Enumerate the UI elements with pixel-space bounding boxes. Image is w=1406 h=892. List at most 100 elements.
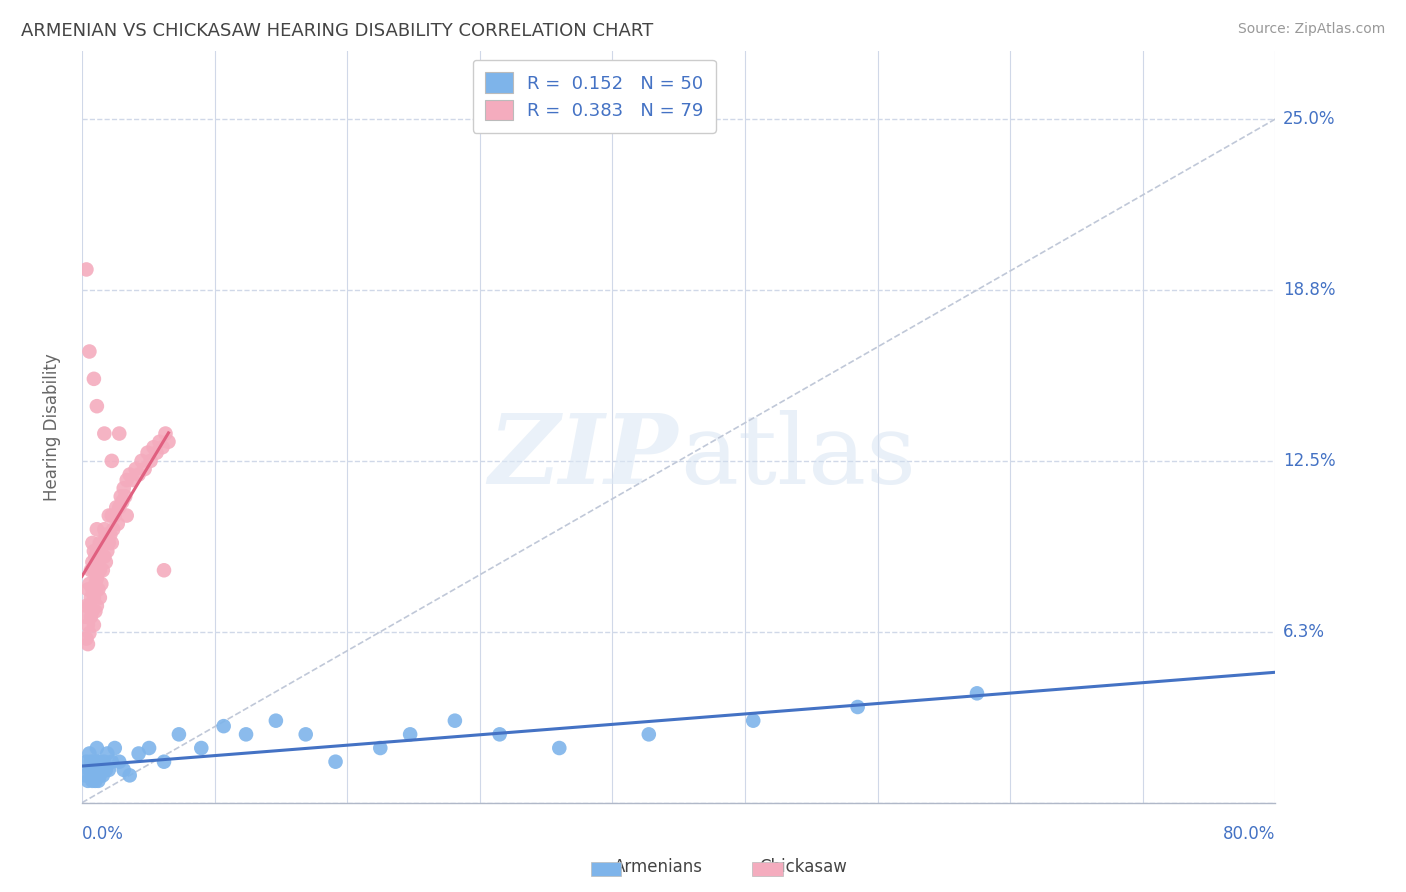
Point [104,508,127,523]
Point [83,755,105,769]
Point [108,426,131,441]
Point [846,700,869,714]
Point [101,508,124,523]
Text: 0.0%: 0.0% [82,825,124,843]
Point [75,755,97,769]
Point [90,549,112,564]
Point [112,481,135,495]
Point [93,755,115,769]
Point [145,445,167,459]
Point [77,618,100,632]
Text: Chickasaw: Chickasaw [759,858,846,876]
Text: 25.0%: 25.0% [1282,110,1336,128]
Point [108,755,131,769]
Point [152,440,174,454]
Point [115,508,138,523]
Text: Armenians: Armenians [614,858,703,876]
Point [79,763,101,777]
Point [83,768,105,782]
Point [83,591,105,605]
Point [84,773,107,788]
Point [79,747,101,761]
Point [96,747,118,761]
Point [83,544,105,558]
Point [138,741,160,756]
Point [101,454,124,468]
Point [121,473,143,487]
Point [103,522,125,536]
Point [89,591,111,605]
Point [77,637,100,651]
Text: 80.0%: 80.0% [1223,825,1275,843]
Point [148,434,170,449]
Point [86,544,108,558]
Point [742,714,765,728]
Point [114,490,136,504]
Point [90,763,112,777]
Point [87,773,110,788]
Point [86,741,108,756]
Point [86,572,108,586]
Point [82,604,104,618]
Point [87,763,110,777]
Point [93,426,115,441]
Point [104,741,127,756]
Point [105,500,128,515]
Point [86,755,108,769]
Point [167,727,190,741]
Point [80,591,103,605]
Point [128,747,150,761]
Point [90,577,112,591]
Point [73,609,96,624]
Point [115,473,138,487]
Point [75,632,97,646]
Point [86,522,108,536]
Point [97,763,120,777]
Text: 6.3%: 6.3% [1282,623,1324,640]
Point [488,727,510,741]
Point [294,727,316,741]
Point [153,755,176,769]
Text: Source: ZipAtlas.com: Source: ZipAtlas.com [1237,22,1385,37]
Point [637,727,659,741]
Point [94,763,117,777]
Point [107,516,129,531]
Point [82,773,104,788]
Point [91,536,114,550]
Point [190,741,212,756]
Point [98,527,121,541]
Point [93,522,115,536]
Point [83,372,105,386]
Point [139,454,162,468]
Point [157,434,180,449]
Point [548,741,571,756]
Text: 12.5%: 12.5% [1282,452,1336,470]
Point [155,426,177,441]
Point [153,563,176,577]
Point [111,495,134,509]
Point [84,763,107,777]
Point [82,763,104,777]
Point [118,467,141,482]
Point [399,727,422,741]
Point [91,563,114,577]
Text: ZIP: ZIP [488,409,678,504]
Point [83,563,105,577]
Point [108,500,131,515]
Point [75,262,97,277]
Point [96,544,118,558]
Point [142,440,165,454]
Point [89,768,111,782]
Point [77,773,100,788]
Point [124,462,146,476]
Point [966,686,988,700]
Point [87,582,110,597]
Point [83,618,105,632]
Text: ARMENIAN VS CHICKASAW HEARING DISABILITY CORRELATION CHART: ARMENIAN VS CHICKASAW HEARING DISABILITY… [21,22,654,40]
Point [79,599,101,613]
Point [97,508,120,523]
Point [79,626,101,640]
Point [97,536,120,550]
Point [368,741,391,756]
Point [128,467,150,482]
